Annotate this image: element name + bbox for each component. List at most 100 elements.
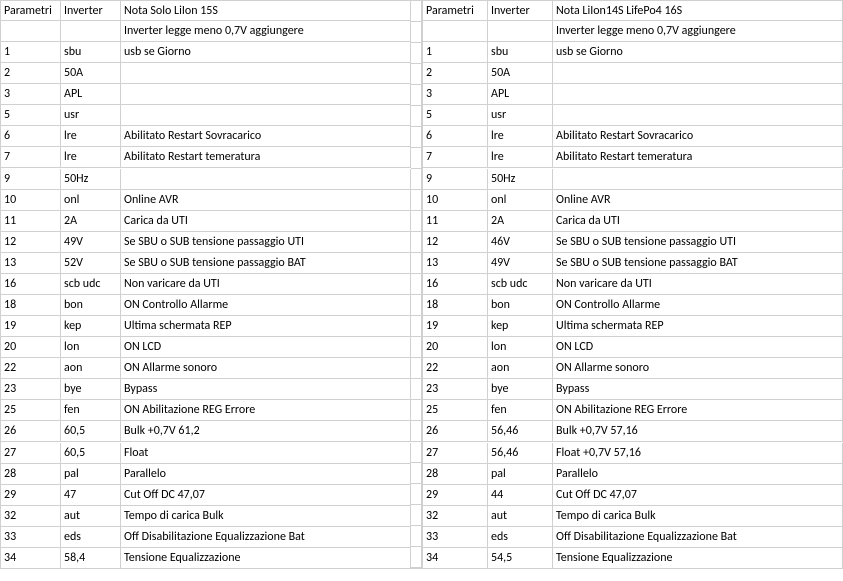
- right-row-2-col0: 3: [423, 84, 488, 105]
- left-row-22-col0: 32: [1, 506, 61, 527]
- left-row-9-col1: 49V: [61, 232, 121, 253]
- left-row-8-col1: 2A: [61, 211, 121, 232]
- left-row-23-col2: Off Disabilitazione Equalizzazione Bat: [121, 527, 411, 548]
- gap-cell: [411, 253, 421, 274]
- right-row-22-col2: Tempo di carica Bulk: [553, 506, 843, 527]
- right-row-8-col2: Carica da UTI: [553, 211, 843, 232]
- left-row-10-col1: 52V: [61, 253, 121, 274]
- left-row-19-col1: 60,5: [61, 443, 121, 464]
- right-row-24-col1: 54,5: [488, 548, 553, 569]
- right-row-0-col1: sbu: [488, 42, 553, 63]
- right-row-2-col2: [553, 84, 843, 105]
- left-row-5-col0: 7: [1, 147, 61, 168]
- right-row-6-col0: 9: [423, 169, 488, 190]
- left-row-4-col2: Abilitato Restart Sovracarico: [121, 126, 411, 147]
- left-row-20-col1: pal: [61, 464, 121, 485]
- left-row-6-col1: 50Hz: [61, 169, 121, 190]
- right-row-3-col1: usr: [488, 105, 553, 126]
- left-row-0-col0: 1: [1, 42, 61, 63]
- right-row-12-col1: bon: [488, 295, 553, 316]
- right-subheader-col0: [423, 21, 488, 42]
- left-row-7-col0: 10: [1, 190, 61, 211]
- left-row-1-col0: 2: [1, 63, 61, 84]
- left-header-col1: Inverter: [61, 0, 121, 21]
- right-row-18-col1: 56,46: [488, 421, 553, 442]
- gap-cell: [411, 526, 421, 547]
- left-row-8-col0: 11: [1, 211, 61, 232]
- right-row-20-col1: pal: [488, 464, 553, 485]
- gap-cell: [411, 421, 421, 442]
- right-row-20-col2: Parallelo: [553, 464, 843, 485]
- right-row-12-col2: ON Controllo Allarme: [553, 295, 843, 316]
- right-row-14-col0: 20: [423, 337, 488, 358]
- left-row-13-col0: 19: [1, 316, 61, 337]
- right-row-21-col1: 44: [488, 485, 553, 506]
- gap-cell: [411, 295, 421, 316]
- left-row-4-col0: 6: [1, 126, 61, 147]
- right-row-5-col2: Abilitato Restart temeratura: [553, 147, 843, 168]
- right-row-18-col0: 26: [423, 421, 488, 442]
- gap-cell: [411, 169, 421, 190]
- right-row-13-col0: 19: [423, 316, 488, 337]
- right-row-5-col0: 7: [423, 147, 488, 168]
- right-row-6-col1: 50Hz: [488, 169, 553, 190]
- left-row-12-col0: 18: [1, 295, 61, 316]
- left-row-21-col0: 29: [1, 485, 61, 506]
- gap-cell: [411, 337, 421, 358]
- right-row-16-col2: Bypass: [553, 379, 843, 400]
- left-row-9-col0: 12: [1, 232, 61, 253]
- right-row-8-col0: 11: [423, 211, 488, 232]
- right-row-21-col2: Cut Off DC 47,07: [553, 485, 843, 506]
- table-left: ParametriInverterNota Solo LiIon 15SInve…: [0, 0, 411, 569]
- left-row-17-col2: ON Abilitazione REG Errore: [121, 400, 411, 421]
- right-row-4-col0: 6: [423, 126, 488, 147]
- right-row-6-col2: [553, 169, 843, 190]
- right-row-19-col2: Float +0,7V 57,16: [553, 443, 843, 464]
- left-row-12-col2: ON Controllo Allarme: [121, 295, 411, 316]
- gap-cell: [411, 463, 421, 484]
- table-right: ParametriInverterNota LiIon14S LifePo4 1…: [422, 0, 843, 569]
- left-row-2-col2: [121, 84, 411, 105]
- left-row-13-col2: Ultima schermata REP: [121, 316, 411, 337]
- left-row-8-col2: Carica da UTI: [121, 211, 411, 232]
- left-row-16-col0: 23: [1, 379, 61, 400]
- left-row-16-col1: bye: [61, 379, 121, 400]
- left-row-14-col1: lon: [61, 337, 121, 358]
- left-row-3-col1: usr: [61, 105, 121, 126]
- left-row-20-col2: Parallelo: [121, 464, 411, 485]
- left-subheader-col0: [1, 21, 61, 42]
- left-row-6-col2: [121, 169, 411, 190]
- left-row-24-col2: Tensione Equalizzazione: [121, 548, 411, 569]
- left-row-10-col2: Se SBU o SUB tensione passaggio BAT: [121, 253, 411, 274]
- left-header-col2: Nota Solo LiIon 15S: [121, 0, 411, 21]
- left-row-24-col0: 34: [1, 548, 61, 569]
- right-header-col0: Parametri: [423, 0, 488, 21]
- right-row-5-col1: lre: [488, 147, 553, 168]
- gap-cell: [411, 148, 421, 169]
- right-row-17-col0: 25: [423, 400, 488, 421]
- gap-cell: [411, 442, 421, 463]
- gap-cell: [411, 316, 421, 337]
- gap-cell: [411, 43, 421, 64]
- right-row-18-col2: Bulk +0,7V 57,16: [553, 421, 843, 442]
- left-row-23-col0: 33: [1, 527, 61, 548]
- right-row-15-col2: ON Allarme sonoro: [553, 358, 843, 379]
- right-row-3-col0: 5: [423, 105, 488, 126]
- left-row-15-col0: 22: [1, 358, 61, 379]
- left-row-12-col1: bon: [61, 295, 121, 316]
- left-row-5-col2: Abilitato Restart temeratura: [121, 147, 411, 168]
- gap-cell: [411, 1, 421, 22]
- left-row-19-col2: Float: [121, 443, 411, 464]
- left-row-24-col1: 58,4: [61, 548, 121, 569]
- right-header-col1: Inverter: [488, 0, 553, 21]
- left-row-18-col0: 26: [1, 421, 61, 442]
- left-subheader-col1: [61, 21, 121, 42]
- left-row-6-col0: 9: [1, 169, 61, 190]
- right-row-7-col2: Online AVR: [553, 190, 843, 211]
- right-row-17-col2: ON Abilitazione REG Errore: [553, 400, 843, 421]
- right-row-10-col0: 13: [423, 253, 488, 274]
- gap-cell: [411, 64, 421, 85]
- left-row-2-col1: APL: [61, 84, 121, 105]
- right-row-15-col1: aon: [488, 358, 553, 379]
- gap-cell: [411, 190, 421, 211]
